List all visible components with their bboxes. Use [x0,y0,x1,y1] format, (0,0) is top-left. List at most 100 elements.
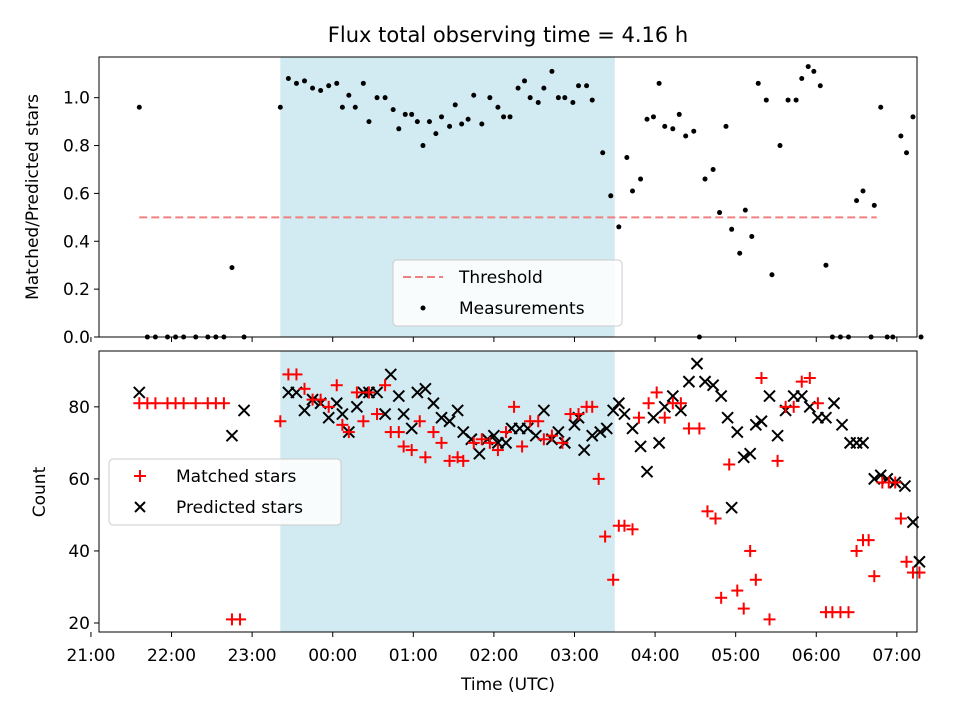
matched-star-marker [336,418,349,431]
matched-star-marker [737,602,750,615]
matched-star-marker [435,436,448,449]
matched-star-marker [537,433,550,446]
matched-star-marker [314,393,327,406]
matched-star-marker [771,454,784,467]
predicted-star-marker [473,447,486,460]
measurement-point [644,116,650,122]
bottom-yticks: 20 40 60 80 [68,398,99,634]
matched-star-marker [457,454,470,467]
matched-star-marker [443,454,456,467]
predicted-star-marker [451,404,464,417]
measurement-point [549,68,555,74]
predicted-star-marker [350,400,364,414]
legend-matched-swatch [134,470,146,482]
predicted-star-marker [698,375,712,388]
bottom-legend: Matched stars Predicted stars [108,458,342,526]
measurement-point [670,126,676,132]
top-ytick-label: 0.0 [63,328,90,348]
matched-star-marker [189,397,202,410]
measurement-point [562,95,568,101]
xtick-label: 04:00 [631,646,680,666]
matched-star-marker [508,400,521,413]
bottom-panel: 20 40 60 80 21:00 22:00 23:00 00:00 01:00 02:00 0… [30,350,926,695]
predicted-star-marker [427,397,440,410]
predicted-star-marker [499,436,513,450]
bottom-ytick-label: 60 [68,470,90,490]
bottom-ytick-label: 80 [68,398,90,418]
measurement-point [755,80,761,86]
measurement-point [817,83,823,89]
measurement-point [777,143,783,149]
matched-star-marker [290,368,303,381]
predicted-star-marker [298,404,311,417]
matched-star-marker [763,613,776,626]
predicted-star-marker [674,404,688,417]
matched-star-marker [868,570,881,583]
bottom-xticks: 21:00 22:00 23:00 00:00 01:00 02:00 03:00 04:00… [66,632,921,666]
top-ytick-label: 0.4 [63,232,90,252]
matched-star-marker [405,444,418,457]
chart-title: Flux total observing time = 4.16 h [328,23,688,47]
matched-star-marker [362,386,375,399]
predicted-star-marker [743,447,757,460]
measurement-point [527,95,533,101]
measurement-point [459,121,465,127]
measurement-point [433,131,439,137]
measurement-point [339,104,345,110]
legend-measurement-label: Measurements [459,299,585,319]
matched-star-marker [322,400,335,413]
matched-star-marker [413,415,426,428]
matched-star-marker [475,433,488,446]
matched-star-marker [744,544,757,557]
measurement-point [616,224,622,230]
matched-star-marker [642,397,655,410]
matched-star-marker [693,422,706,435]
bottom-ytick-label: 40 [68,542,90,562]
measurement-point [799,76,805,82]
predicted-star-marker [652,436,666,450]
measurement-point [426,119,432,125]
matched-star-marker [795,375,808,388]
measurement-point [769,272,775,278]
measurement-point [749,233,755,239]
measurement-point [285,76,291,82]
bottom-y-axis-label: Count [30,466,50,517]
predicted-star-marker [647,411,660,424]
xtick-label: 21:00 [66,646,115,666]
predicted-star-marker [874,469,887,482]
measurement-point [229,265,235,271]
matched-star-marker [811,397,824,410]
predicted-star-marker [666,389,680,403]
measurement-point [910,114,916,120]
predicted-star-marker [411,386,424,399]
predicted-star-marker [682,375,696,388]
matched-star-marker [889,476,902,489]
predicted-star-marker [640,465,654,478]
predicted-star-marker [755,415,768,428]
matched-star-marker [149,397,162,410]
legend-measurement-swatch [420,305,426,311]
matched-star-marker [467,436,480,449]
matched-star-marker [357,415,370,428]
predicted-star-marker [419,382,432,396]
measurement-point [409,111,415,117]
measurement-point [729,226,735,232]
matched-star-marker [274,415,287,428]
measurement-point [871,202,877,208]
predicted-star-marker [913,555,926,568]
measurement-point [495,104,501,110]
xtick-label: 03:00 [550,646,599,666]
matched-star-marker [618,519,631,532]
x-axis-label: Time (UTC) [460,675,555,695]
xtick-label: 01:00 [389,646,438,666]
xtick-label: 02:00 [469,646,518,666]
matched-star-marker [755,372,768,385]
predicted-star-marker [763,389,776,403]
matched-star-marker [298,382,311,395]
xtick-label: 07:00 [872,646,921,666]
measurement-point [487,95,493,101]
measurement-point [136,104,142,110]
matched-star-marker [850,544,863,557]
top-legend-box [392,259,623,327]
matched-star-marker [397,440,410,453]
